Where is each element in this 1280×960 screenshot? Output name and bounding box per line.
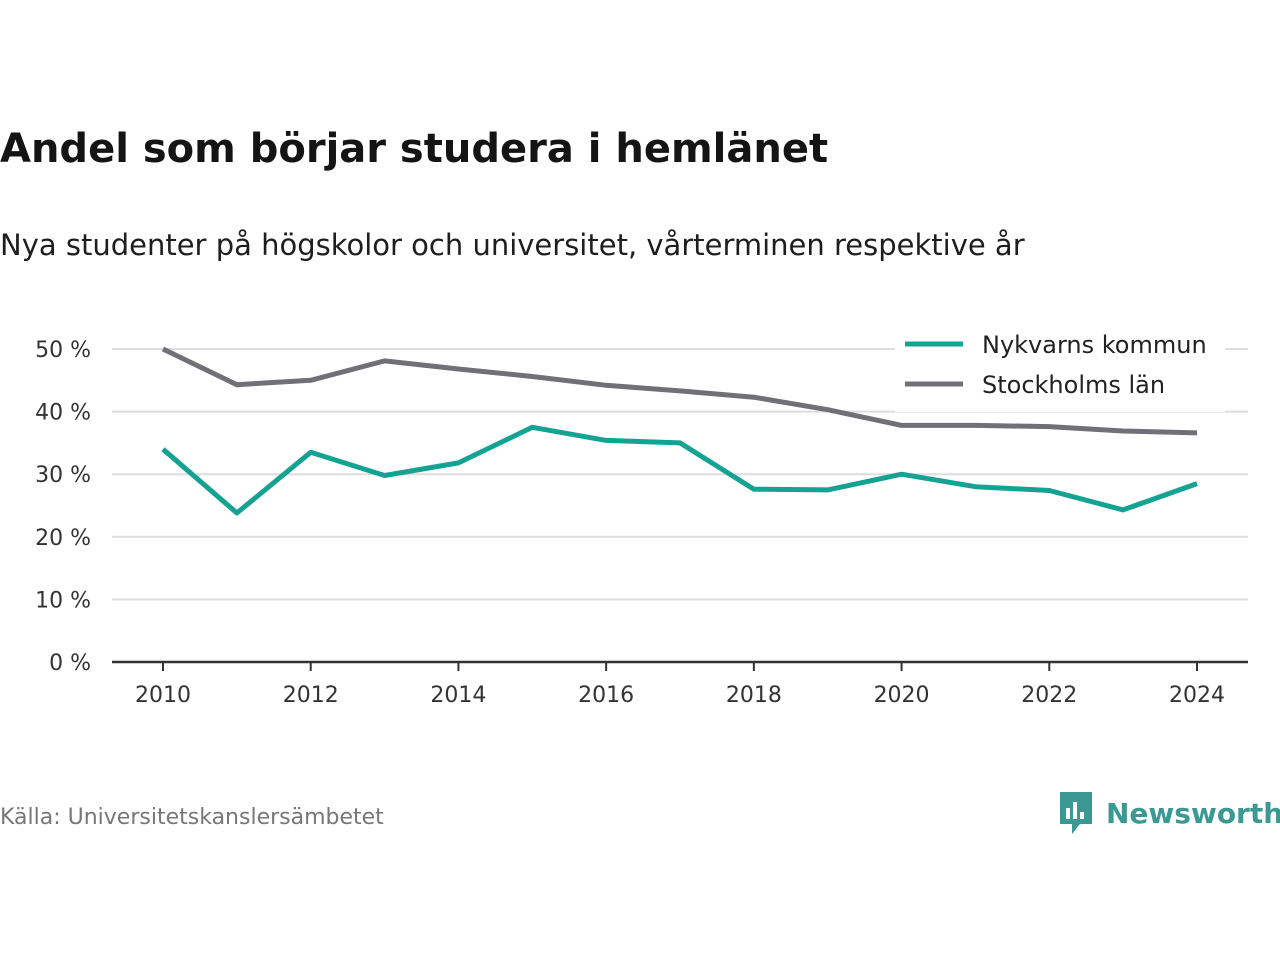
legend: Nykvarns kommun Stockholms län bbox=[895, 322, 1225, 412]
brand-name: Newsworthy bbox=[1106, 796, 1280, 830]
y-tick-label: 20 % bbox=[35, 526, 91, 551]
series-line bbox=[161, 424, 1198, 516]
y-tick-label: 50 % bbox=[35, 338, 91, 363]
x-tick-label: 2018 bbox=[726, 683, 782, 708]
line-chart: 0 % 10 % 20 % 30 % 40 % 50 % 2010 2012 2014 2016… bbox=[35, 322, 1248, 708]
brand-logo: Newsworthy bbox=[1058, 790, 1280, 836]
chart-subtitle: Nya studenter på högskolor och universit… bbox=[0, 228, 1025, 262]
x-axis bbox=[112, 660, 1248, 671]
legend-background bbox=[895, 322, 1225, 412]
x-axis-tick-labels: 2010 2012 2014 2016 2018 2020 2022 2024 bbox=[135, 683, 1225, 708]
y-axis-tick-labels: 0 % 10 % 20 % 30 % 40 % 50 % bbox=[35, 338, 91, 676]
x-tick-label: 2010 bbox=[135, 683, 191, 708]
legend-label: Stockholms län bbox=[982, 371, 1165, 399]
x-tick-label: 2022 bbox=[1021, 683, 1077, 708]
y-tick-label: 0 % bbox=[49, 651, 91, 676]
chart-title: Andel som börjar studera i hemlänet bbox=[0, 126, 829, 172]
x-tick-label: 2024 bbox=[1169, 683, 1225, 708]
source-note: Källa: Universitetskanslersämbetet bbox=[0, 805, 384, 830]
x-tick-label: 2012 bbox=[283, 683, 339, 708]
legend-label: Nykvarns kommun bbox=[982, 331, 1207, 359]
x-tick-label: 2020 bbox=[874, 683, 930, 708]
y-tick-label: 30 % bbox=[35, 463, 91, 488]
y-tick-label: 40 % bbox=[35, 401, 91, 426]
x-tick-label: 2014 bbox=[430, 683, 486, 708]
y-tick-label: 10 % bbox=[35, 588, 91, 613]
x-tick-label: 2016 bbox=[578, 683, 634, 708]
newsworthy-logo-icon bbox=[1060, 792, 1092, 834]
series-lines bbox=[161, 346, 1198, 516]
series-line bbox=[161, 346, 1198, 436]
